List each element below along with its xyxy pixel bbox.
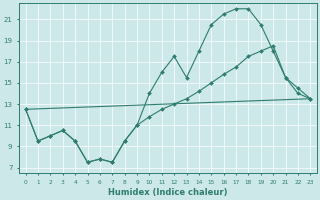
X-axis label: Humidex (Indice chaleur): Humidex (Indice chaleur): [108, 188, 228, 197]
